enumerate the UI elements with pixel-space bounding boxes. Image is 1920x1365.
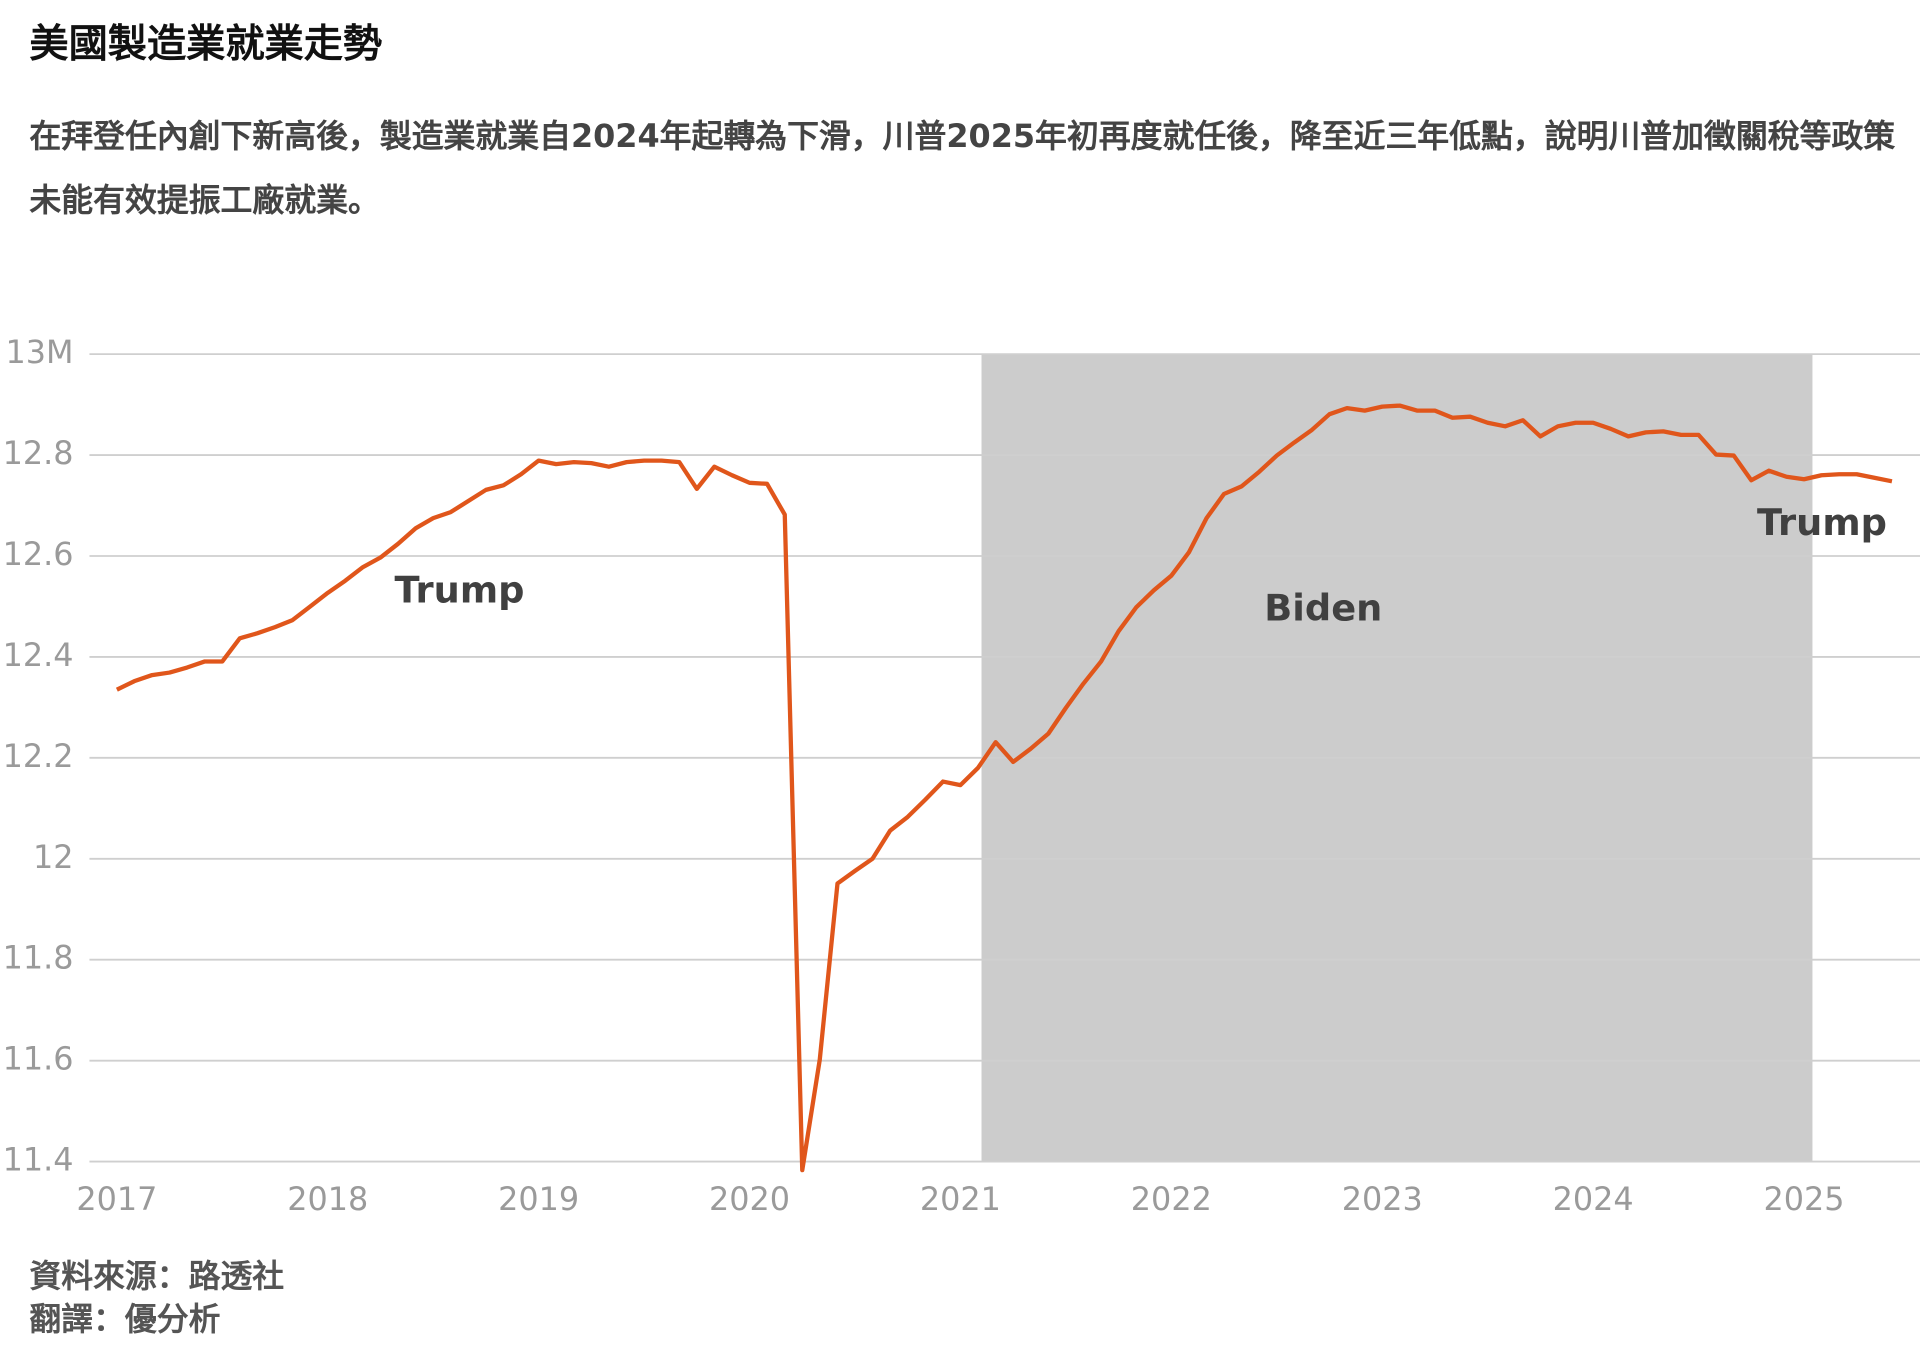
- annotation: Trump: [395, 568, 525, 611]
- x-tick-label: 2022: [1131, 1180, 1212, 1218]
- chart-title: 美國製造業就業走勢: [29, 22, 382, 67]
- y-tick-label: 12.2: [3, 737, 74, 775]
- line: [115, 403, 1893, 1173]
- y-tick-label: 11.8: [3, 939, 74, 977]
- x-tick-label: 2020: [709, 1180, 790, 1218]
- x-tick-label: 2023: [1342, 1180, 1423, 1218]
- annotation: Biden: [1264, 587, 1382, 630]
- y-tick-label: 12.4: [3, 636, 74, 674]
- y-tick-label: 11.6: [3, 1040, 74, 1078]
- y-tick-label: 11.4: [3, 1141, 74, 1179]
- subtitle-box: 在拜登任內創下新高後，製造業就業自2024年起轉為下滑，川普2025年初再度就任…: [29, 118, 1896, 220]
- source: 資料來源：路透社: [29, 1257, 284, 1295]
- annotation: Trump: [1757, 501, 1887, 544]
- x-tick-label: 2017: [76, 1180, 157, 1218]
- x-tick-label: 2024: [1553, 1180, 1634, 1218]
- y-tick-label: 13M: [6, 333, 74, 371]
- translation: 翻譯：優分析: [29, 1300, 220, 1338]
- chart-subtitle: 在拜登任內創下新高後，製造業就業自2024年起轉為下滑，川普2025年初再度就任…: [29, 118, 1896, 220]
- x-tick-label: 2018: [287, 1180, 368, 1218]
- y-tick-label: 12.8: [3, 434, 74, 472]
- y-tick-label: 12.6: [3, 535, 74, 573]
- x-tick-label: 2025: [1763, 1180, 1844, 1218]
- x-tick-label: 2019: [498, 1180, 579, 1218]
- x-tick-label: 2021: [920, 1180, 1001, 1218]
- y-tick-label: 12: [33, 838, 74, 876]
